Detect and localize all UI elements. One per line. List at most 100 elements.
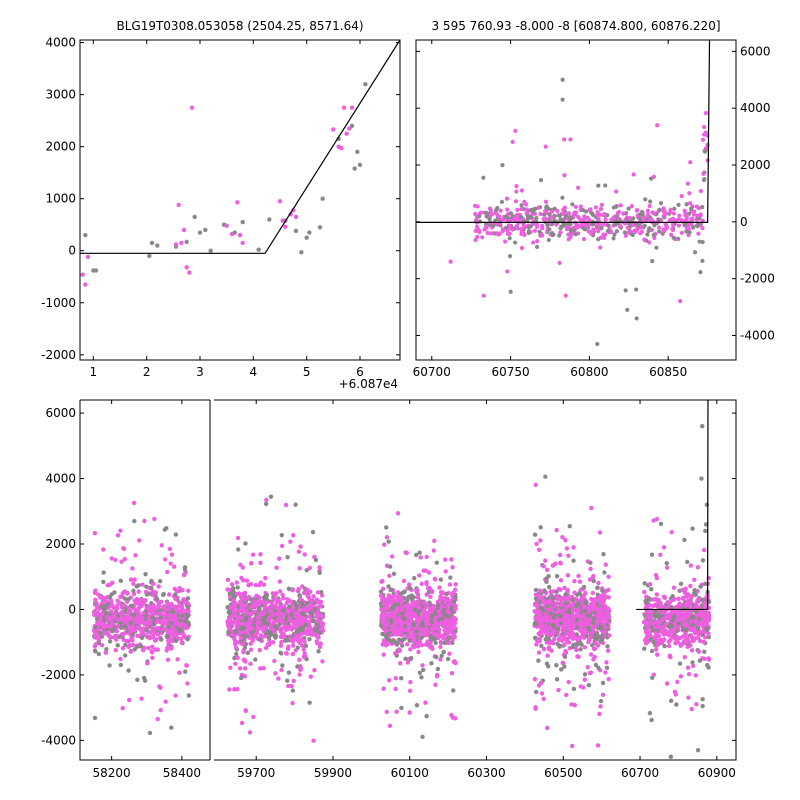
p2-point — [668, 207, 673, 212]
p3-point — [447, 582, 453, 587]
p3-point — [285, 638, 290, 643]
p3-point — [147, 730, 153, 736]
p2-ytick-label: -4000 — [740, 328, 775, 342]
p1-point — [349, 105, 355, 110]
p2-point — [561, 223, 566, 228]
p1-point — [304, 235, 309, 240]
p3-point — [564, 631, 569, 636]
p3-point — [303, 643, 308, 648]
p3-point — [380, 620, 386, 626]
p3-point — [276, 615, 281, 621]
p2-point — [629, 204, 634, 209]
p3-point — [102, 624, 107, 630]
p3-point — [166, 641, 172, 646]
panel-1-model-line — [80, 39, 401, 254]
p3-point — [562, 654, 568, 660]
p2-point — [505, 207, 510, 212]
p3-point — [225, 577, 231, 582]
p3-point — [395, 620, 400, 626]
p2-point — [599, 202, 605, 207]
p3-point — [249, 560, 254, 566]
p3-point — [589, 596, 594, 602]
p3-point — [442, 607, 447, 613]
p2-point — [679, 194, 684, 199]
p3-point — [299, 601, 305, 606]
p3-point — [92, 530, 98, 536]
p3-point — [227, 611, 232, 616]
p2-point — [573, 210, 579, 215]
p3-point — [380, 578, 385, 584]
p3-point — [261, 625, 266, 630]
p3-point — [113, 647, 118, 653]
p3-point — [297, 617, 303, 623]
p3-point — [406, 582, 412, 587]
p1-point — [277, 199, 283, 204]
p3-point — [585, 664, 590, 670]
p3-point — [686, 695, 691, 700]
p3-point — [302, 639, 307, 644]
p2-point — [639, 225, 644, 230]
panel-1-x-offset: +6.087e4 — [339, 377, 398, 391]
p3-point — [591, 573, 596, 579]
p3-point — [415, 588, 420, 593]
p3-point — [115, 617, 120, 623]
p3-point — [150, 655, 155, 661]
p2-point — [487, 217, 492, 222]
p3-point — [392, 631, 397, 636]
p3-point — [441, 649, 446, 655]
p3-point — [442, 600, 448, 605]
p2-point — [475, 234, 480, 240]
p2-ytick-label: -2000 — [740, 272, 775, 286]
p3-ytick-label: -2000 — [41, 668, 76, 682]
p3-point — [537, 613, 543, 618]
p2-point — [661, 209, 666, 214]
p3-point — [398, 632, 404, 637]
p3-point — [598, 593, 604, 599]
p3-point — [302, 552, 307, 557]
p2-point — [677, 213, 682, 218]
p3-point — [578, 614, 583, 620]
p2-point — [702, 176, 707, 182]
p3-point — [115, 613, 120, 619]
p2-point — [702, 149, 708, 154]
p3-point — [448, 575, 453, 580]
p3-point — [408, 647, 413, 652]
p3-point — [408, 655, 414, 661]
p3-point — [226, 630, 231, 635]
p2-point — [523, 202, 529, 207]
p3-point — [243, 641, 249, 647]
p3-point — [122, 556, 127, 562]
p2-point — [502, 239, 508, 244]
p2-point — [601, 222, 606, 227]
p2-point — [496, 232, 501, 237]
p3-point — [255, 615, 261, 621]
p2-point — [488, 208, 493, 213]
p3-point — [400, 611, 405, 616]
p3-point — [165, 657, 171, 662]
p3-point — [138, 644, 144, 649]
p1-point — [203, 227, 208, 233]
p2-point — [687, 201, 693, 206]
p3-point — [169, 645, 174, 651]
p3-point — [180, 588, 185, 593]
p3-point — [156, 584, 161, 589]
panel-2-model-line — [416, 39, 711, 223]
p3-point — [385, 632, 390, 637]
p3-point — [230, 586, 236, 591]
p3-point — [238, 635, 244, 641]
p2-point — [695, 213, 700, 218]
p3-point — [416, 599, 421, 605]
p3-point — [131, 588, 136, 593]
p3-point — [319, 590, 324, 595]
p2-point — [490, 212, 495, 217]
p3-point — [604, 660, 609, 665]
p3-point — [263, 645, 269, 651]
p3-point — [127, 643, 133, 648]
p3-point — [387, 573, 392, 578]
p3-point — [287, 604, 292, 609]
p2-point — [625, 225, 630, 230]
p3-point — [135, 625, 141, 630]
p3-point — [319, 622, 325, 627]
p3-point — [546, 664, 551, 669]
p3-point — [453, 594, 458, 600]
